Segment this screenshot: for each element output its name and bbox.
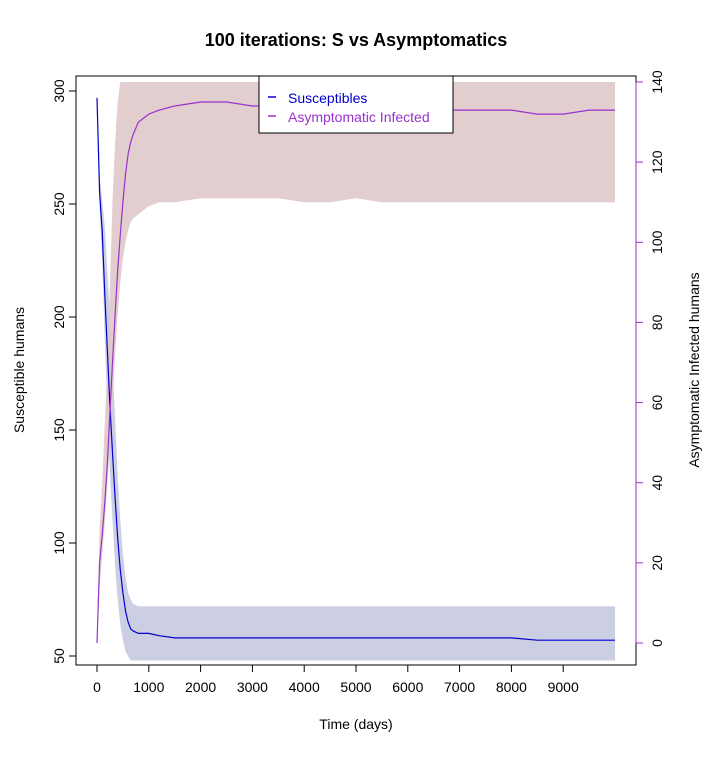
- x-tick-label: 8000: [496, 679, 527, 695]
- y-tick-label-left: 50: [51, 648, 67, 664]
- legend: Susceptibles Asymptomatic Infected: [258, 75, 454, 134]
- y-axis-label-right: Asymptomatic Infected humans: [686, 272, 702, 467]
- chart-title: 100 iterations: S vs Asymptomatics: [205, 30, 507, 50]
- y-tick-label-right: 80: [649, 314, 665, 330]
- y-tick-label-left: 100: [51, 531, 67, 555]
- y-tick-label-right: 120: [649, 150, 665, 174]
- y-tick-label-left: 150: [51, 418, 67, 442]
- y-axis-label-left: Susceptible humans: [11, 307, 27, 433]
- x-tick-label: 4000: [289, 679, 320, 695]
- x-axis-label: Time (days): [319, 716, 392, 732]
- legend-box: [258, 75, 454, 134]
- y-tick-label-right: 20: [649, 555, 665, 571]
- y-tick-label-left: 200: [51, 305, 67, 329]
- y-tick-label-right: 40: [649, 475, 665, 491]
- y-tick-label-right: 100: [649, 230, 665, 254]
- series-line-susceptibles: [96, 97, 615, 641]
- y-tick-label-left: 250: [51, 192, 67, 216]
- x-tick-label: 6000: [392, 679, 423, 695]
- y-tick-label-left: 300: [51, 79, 67, 103]
- series-line-asymptomatic: [96, 101, 615, 644]
- x-tick-label: 1000: [133, 679, 164, 695]
- y-tick-label-right: 60: [649, 395, 665, 411]
- y-tick-label-right: 0: [649, 639, 665, 647]
- x-tick-label: 3000: [237, 679, 268, 695]
- x-tick-label: 0: [93, 679, 101, 695]
- x-tick-label: 7000: [444, 679, 475, 695]
- x-tick-label: 5000: [340, 679, 371, 695]
- legend-label-asymptomatic: Asymptomatic Infected: [288, 109, 430, 125]
- band-asymptomatic: [97, 82, 615, 643]
- x-tick-label: 2000: [185, 679, 216, 695]
- legend-label-susceptibles: Susceptibles: [288, 90, 367, 106]
- x-tick-label: 9000: [548, 679, 579, 695]
- y-tick-label-right: 140: [649, 70, 665, 94]
